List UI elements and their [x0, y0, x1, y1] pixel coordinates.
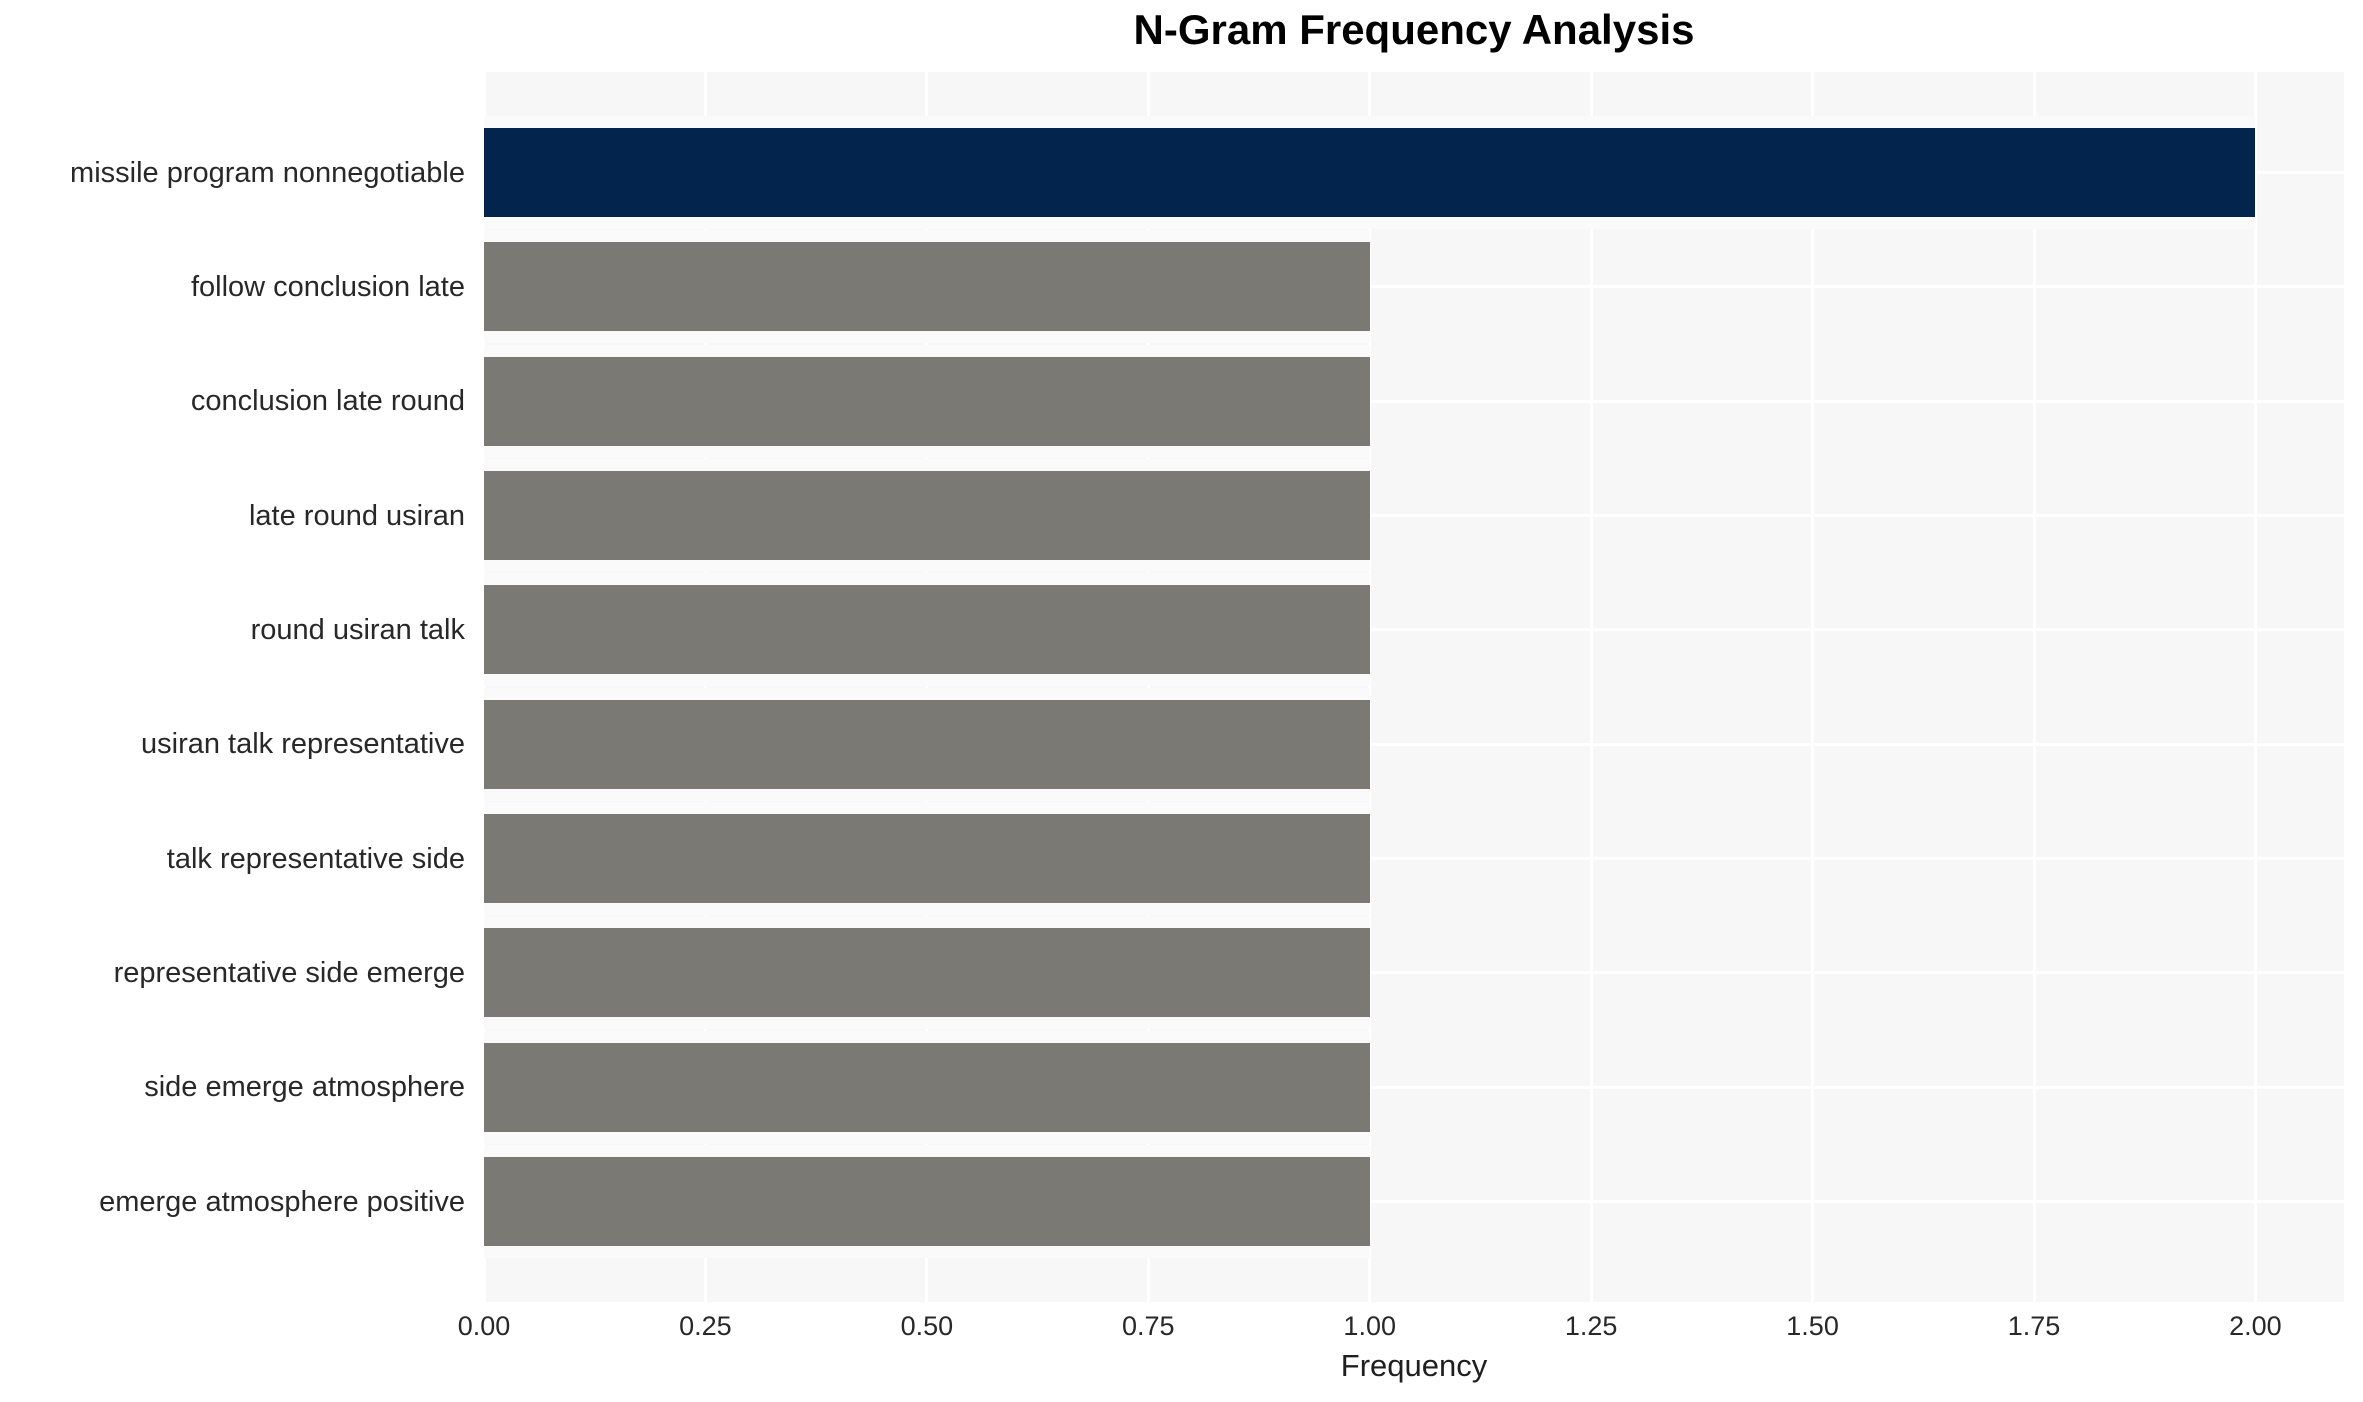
- x-tick-label: 0.00: [457, 1311, 511, 1341]
- horizontal-gridline: [484, 742, 2344, 746]
- horizontal-gridline: [484, 971, 2344, 975]
- y-tick-label: representative side emerge: [113, 956, 465, 989]
- bar-6: [484, 687, 1370, 801]
- x-tick-label: 0.25: [679, 1311, 732, 1341]
- y-tick-label: conclusion late round: [190, 385, 465, 418]
- vertical-gridline: [484, 72, 486, 1302]
- bar-1: [484, 116, 2256, 229]
- vertical-gridline: [2032, 72, 2036, 1302]
- vertical-gridline: [1589, 72, 1593, 1302]
- y-tick-label: talk representative side: [166, 842, 465, 875]
- bar-9: [484, 1030, 1370, 1144]
- horizontal-gridline: [484, 514, 2344, 517]
- bar-3: [484, 344, 1370, 458]
- y-tick-label: side emerge atmosphere: [144, 1071, 465, 1104]
- vertical-gridline: [1146, 72, 1150, 1302]
- bar-5: [484, 573, 1370, 687]
- vertical-gridline: [703, 72, 707, 1302]
- horizontal-gridline: [484, 1200, 2344, 1203]
- chart-title: N-Gram Frequency Analysis: [1133, 6, 1695, 53]
- y-tick-label: late round usiran: [248, 499, 465, 532]
- x-tick-label: 1.00: [1343, 1311, 1396, 1341]
- y-tick-label: emerge atmosphere positive: [99, 1185, 465, 1218]
- bar-8: [484, 916, 1370, 1030]
- bar-4: [484, 459, 1370, 572]
- vertical-gridline: [1368, 72, 1372, 1302]
- y-tick-label: usiran talk representative: [141, 728, 465, 761]
- vertical-gridline: [1811, 72, 1815, 1302]
- bar-2: [484, 230, 1370, 344]
- x-tick-label: 1.50: [1786, 1311, 1839, 1341]
- plot-area: [484, 72, 2344, 1302]
- vertical-gridline: [925, 72, 929, 1302]
- x-tick-label: 0.75: [1122, 1311, 1175, 1341]
- horizontal-gridline: [484, 857, 2344, 860]
- y-tick-label: missile program nonnegotiable: [70, 156, 465, 189]
- y-tick-label: follow conclusion late: [190, 270, 465, 303]
- y-tick-label: round usiran talk: [250, 613, 465, 646]
- vertical-gridline: [2253, 72, 2257, 1302]
- x-tick-label: 2.00: [2229, 1311, 2282, 1341]
- horizontal-gridline: [484, 1085, 2344, 1089]
- bar-10: [484, 1145, 1370, 1258]
- x-tick-label: 0.50: [900, 1311, 954, 1341]
- x-tick-label: 1.25: [1564, 1311, 1618, 1341]
- bar-7: [484, 802, 1370, 915]
- horizontal-gridline: [484, 628, 2344, 632]
- horizontal-gridline: [484, 285, 2344, 289]
- x-tick-label: 1.75: [2007, 1311, 2061, 1341]
- x-axis-title: Frequency: [1340, 1348, 1488, 1383]
- horizontal-gridline: [484, 399, 2344, 403]
